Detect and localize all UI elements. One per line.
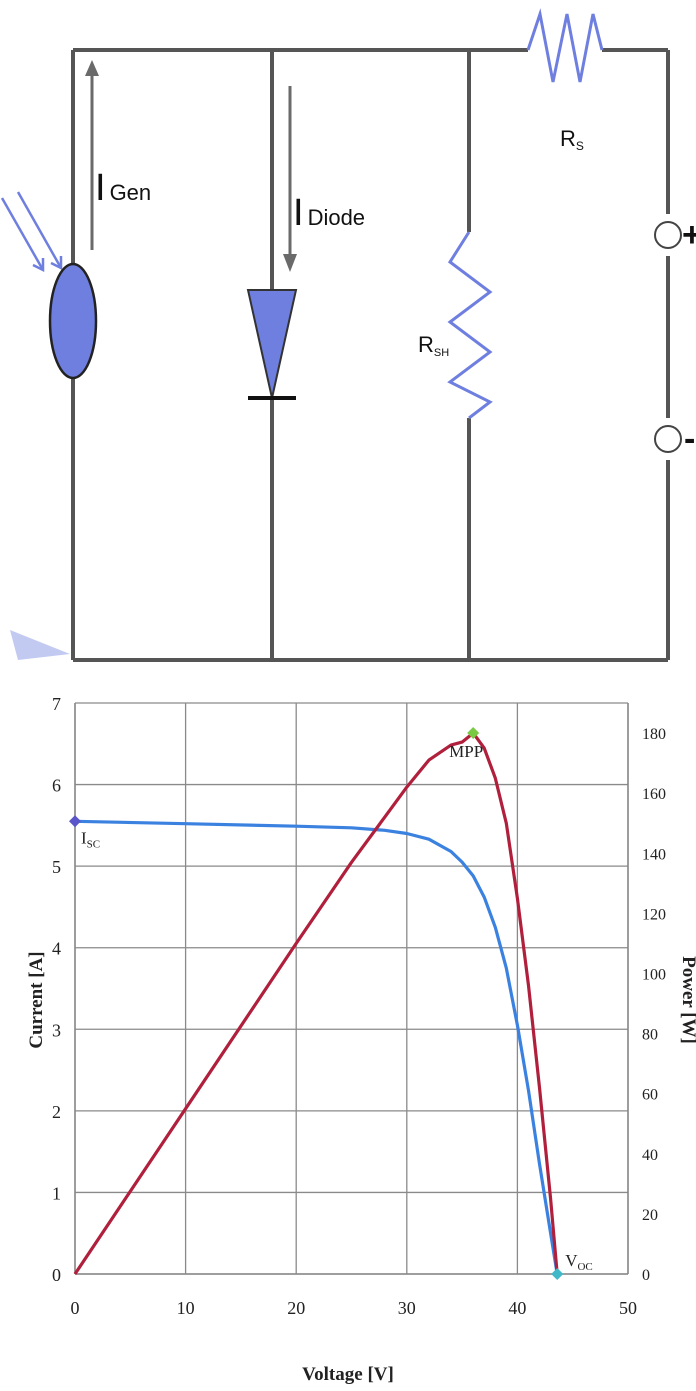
- y-tick-label: 0: [52, 1265, 61, 1285]
- power-curve: [73, 731, 559, 1275]
- light-ray-2: [16, 191, 63, 269]
- plus-label: +: [682, 216, 696, 254]
- series-resistor: [526, 8, 604, 83]
- y2-tick-label: 100: [642, 966, 666, 983]
- x-axis-label: Voltage [V]: [302, 1364, 394, 1385]
- voc-label-main: V: [565, 1251, 578, 1270]
- y-tick-label: 4: [52, 939, 61, 959]
- voc-marker: [551, 1268, 564, 1280]
- igen-arrow: [85, 60, 99, 250]
- chart-axes: [74, 703, 629, 1275]
- x-tick-label: 10: [177, 1298, 195, 1318]
- rs-label: RS: [560, 126, 584, 153]
- y2-axis-label: Power [W]: [678, 956, 696, 1044]
- light-ray-1-head: [32, 258, 45, 273]
- y2-tick-label: 80: [642, 1027, 658, 1044]
- circuit-diagram: [71, 48, 670, 662]
- chart-series: [73, 731, 559, 1275]
- y2-tick-label: 20: [642, 1207, 658, 1224]
- voc-label: VOC: [565, 1251, 593, 1273]
- y2-tick-label: 40: [642, 1147, 658, 1164]
- y-tick-label: 7: [52, 694, 61, 714]
- y2-tick-label: 120: [642, 906, 666, 923]
- chart-markers: [69, 727, 564, 1280]
- light-rays: [0, 191, 63, 273]
- isc-marker: [69, 815, 81, 828]
- iv-pv-chart: 0 1 2 3 4 5 6 7 0 20 40 60 80 100 120 140 160 180 0 10 20 3…: [26, 694, 696, 1385]
- y2-tick-label: 0: [642, 1267, 650, 1284]
- y-tick-label: 5: [52, 857, 61, 877]
- y-tick-label: 1: [52, 1183, 61, 1203]
- mpp-label: MPP: [449, 742, 483, 761]
- y2-tick-label: 160: [642, 786, 666, 803]
- x-axis-ticks: 0 10 20 30 40 50: [71, 1298, 638, 1318]
- x-tick-label: 30: [398, 1298, 416, 1318]
- current-curve: [74, 819, 559, 1275]
- right-axis-ticks: 0 20 40 60 80 100 120 140 160 180: [642, 726, 666, 1284]
- x-tick-label: 20: [287, 1298, 305, 1318]
- voc-label-sub: OC: [577, 1261, 592, 1273]
- left-axis-ticks: 0 1 2 3 4 5 6 7: [52, 694, 61, 1285]
- mpp-marker: [467, 727, 480, 740]
- x-tick-label: 50: [619, 1298, 637, 1318]
- rsh-label: RSH: [418, 332, 449, 359]
- igen-label: I Gen: [95, 167, 151, 209]
- shunt-resistor: [447, 231, 493, 420]
- x-tick-label: 40: [508, 1298, 526, 1318]
- mpp-label-main: MPP: [449, 742, 483, 761]
- negative-terminal: [654, 425, 682, 453]
- isc-label: ISC: [81, 828, 100, 850]
- light-ray-fragment: [10, 630, 70, 660]
- positive-terminal: [654, 221, 682, 249]
- y-tick-label: 6: [52, 776, 61, 796]
- chart-annotations: ISC MPP VOC: [81, 742, 593, 1273]
- y2-tick-label: 60: [642, 1087, 658, 1104]
- idiode-arrow: [283, 86, 297, 272]
- isc-label-main: I: [81, 828, 87, 847]
- idiode-label: I Diode: [293, 192, 365, 234]
- y-tick-label: 2: [52, 1102, 61, 1122]
- diode-symbol: [246, 289, 298, 399]
- chart-grid: [74, 702, 629, 1275]
- y-tick-label: 3: [52, 1020, 61, 1040]
- light-ray-2-head: [50, 256, 63, 271]
- y2-tick-label: 180: [642, 726, 666, 743]
- light-ray-1: [0, 197, 45, 271]
- x-tick-label: 0: [71, 1298, 80, 1318]
- y-axis-label: Current [A]: [26, 951, 47, 1048]
- isc-label-sub: SC: [87, 838, 100, 850]
- current-source-symbol: [48, 262, 98, 380]
- y2-tick-label: 140: [642, 846, 666, 863]
- minus-label: -: [684, 420, 695, 458]
